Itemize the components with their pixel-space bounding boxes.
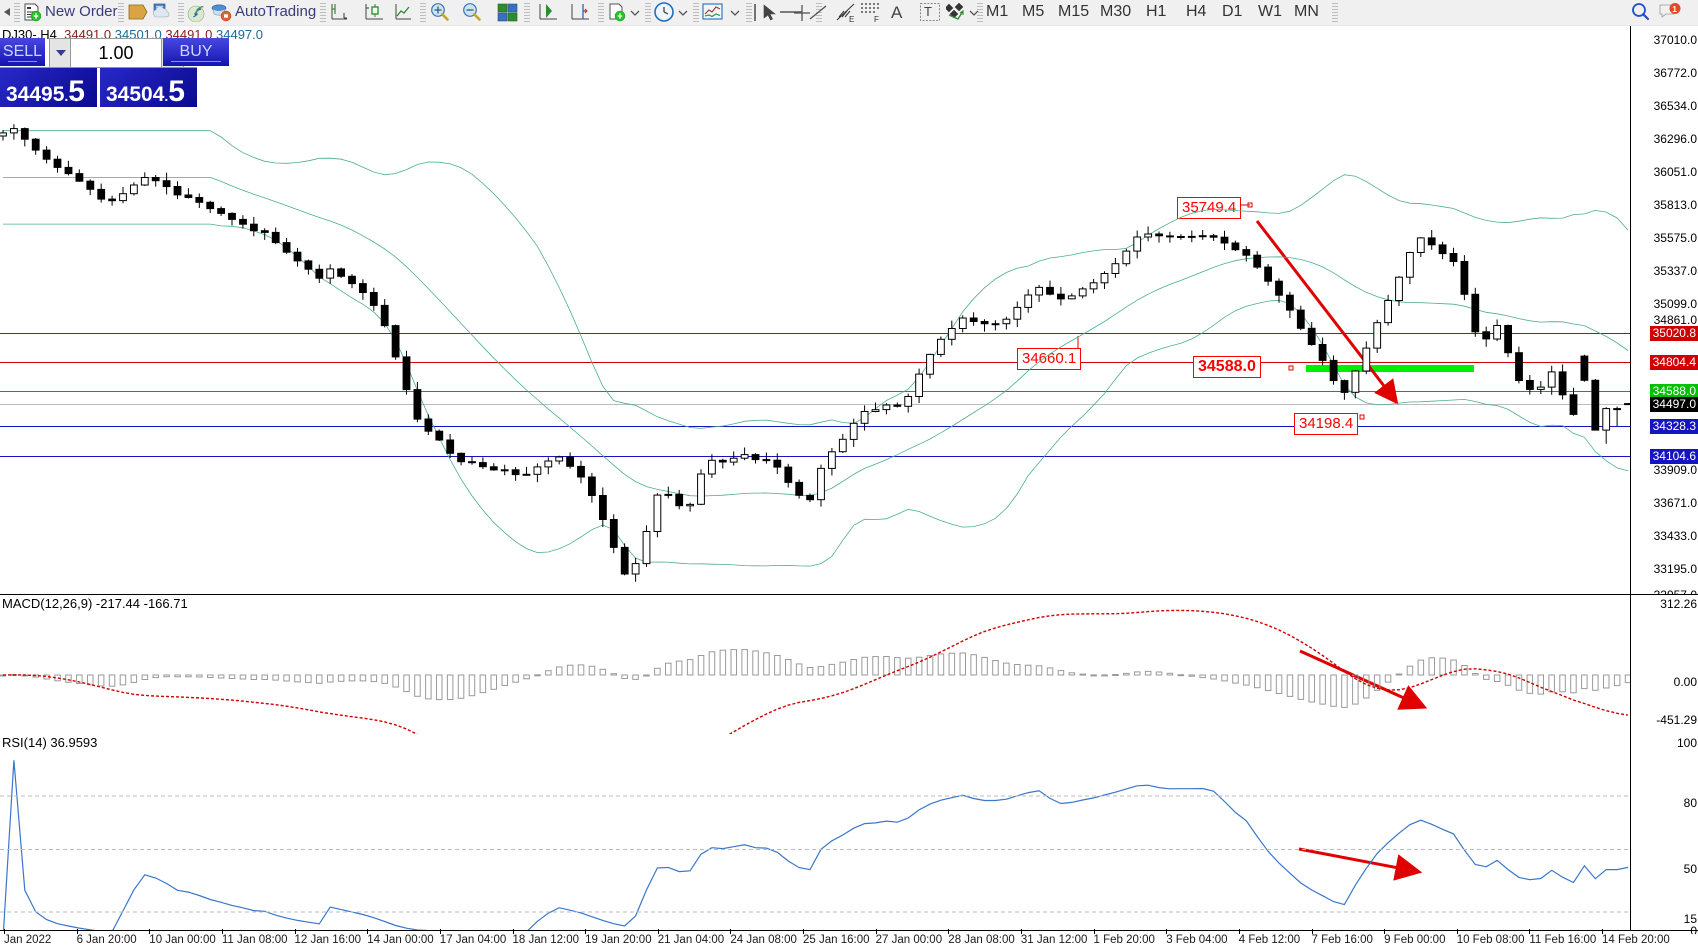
svg-text:1: 1 bbox=[1672, 4, 1677, 14]
svg-text:E: E bbox=[849, 15, 854, 23]
svg-text:A: A bbox=[891, 3, 903, 21]
svg-text:T: T bbox=[924, 4, 932, 19]
svg-text:F: F bbox=[874, 15, 879, 23]
